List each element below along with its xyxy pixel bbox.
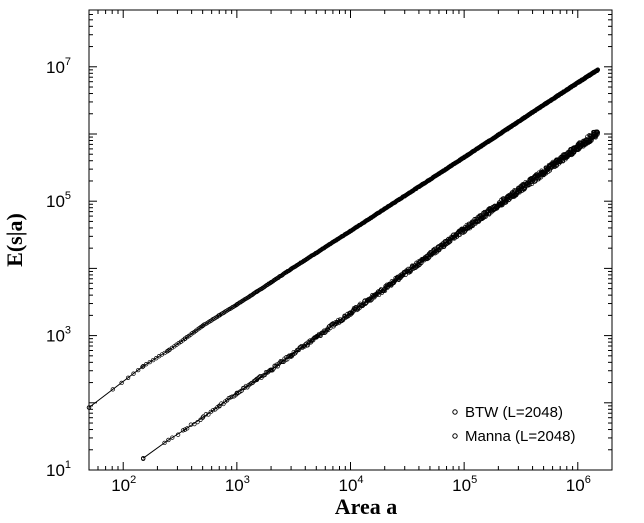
data-point	[500, 202, 505, 208]
data-point	[150, 357, 156, 363]
data-points	[86, 67, 601, 461]
axes: 102 103 104 105 106 101 103 105 107	[46, 9, 613, 495]
legend-marker-btw	[452, 409, 458, 415]
data-point	[457, 232, 463, 237]
data-point	[241, 297, 247, 303]
data-point	[131, 371, 136, 376]
data-point	[426, 256, 431, 261]
data-point	[195, 419, 200, 425]
data-point	[144, 362, 149, 367]
data-point	[285, 357, 290, 362]
data-point	[236, 301, 241, 306]
x-tick-label: 103	[225, 474, 250, 495]
data-point	[595, 130, 600, 135]
data-point	[595, 129, 600, 134]
data-point	[275, 364, 280, 369]
data-point	[368, 298, 373, 303]
legend: BTW (L=2048) Manna (L=2048)	[452, 404, 576, 445]
data-point	[166, 437, 171, 443]
y-tick-label: 105	[46, 190, 71, 211]
data-point	[141, 456, 146, 461]
data-point	[341, 317, 346, 322]
data-point	[360, 303, 365, 308]
data-point	[136, 367, 141, 373]
data-point	[538, 175, 544, 180]
data-point	[198, 417, 203, 422]
data-point	[185, 426, 190, 431]
plot-area	[88, 69, 599, 459]
x-tick-label: 106	[566, 474, 591, 495]
data-point	[506, 197, 511, 203]
data-point	[210, 407, 216, 413]
data-point	[110, 387, 115, 392]
data-point	[219, 401, 224, 406]
data-point	[162, 440, 167, 446]
data-point	[201, 414, 206, 419]
data-point	[175, 432, 181, 437]
data-point	[363, 301, 368, 306]
data-point	[245, 385, 250, 390]
data-point	[403, 272, 408, 277]
x-tick-label: 104	[339, 474, 364, 495]
data-point	[170, 435, 175, 440]
legend-marker-manna	[452, 433, 458, 439]
y-tick-label: 103	[46, 325, 71, 346]
data-point	[594, 132, 600, 137]
data-point	[192, 421, 197, 427]
data-point	[215, 405, 220, 410]
data-point	[125, 375, 131, 380]
y-axis-title: E(s|a)	[2, 213, 27, 267]
data-point	[595, 131, 600, 137]
x-tick-label: 102	[111, 474, 136, 495]
x-tick-label: 105	[452, 474, 477, 495]
data-point	[348, 311, 354, 317]
data-point	[278, 359, 283, 364]
data-point	[328, 325, 333, 331]
data-point	[376, 292, 382, 298]
data-point	[119, 380, 124, 386]
legend-label-manna: Manna (L=2048)	[465, 428, 576, 445]
data-point	[203, 412, 209, 417]
data-point	[206, 412, 211, 417]
y-tick-label: 107	[46, 56, 71, 77]
data-point	[141, 364, 146, 369]
data-point	[182, 427, 188, 432]
legend-label-btw: BTW (L=2048)	[465, 404, 563, 421]
data-point	[154, 356, 159, 361]
plot-frame	[88, 9, 613, 471]
x-axis-title: Area a	[335, 494, 398, 519]
data-point	[147, 359, 152, 365]
data-point	[595, 67, 600, 72]
data-point	[140, 364, 145, 370]
y-tick-label: 101	[46, 459, 71, 480]
data-point	[180, 428, 186, 433]
